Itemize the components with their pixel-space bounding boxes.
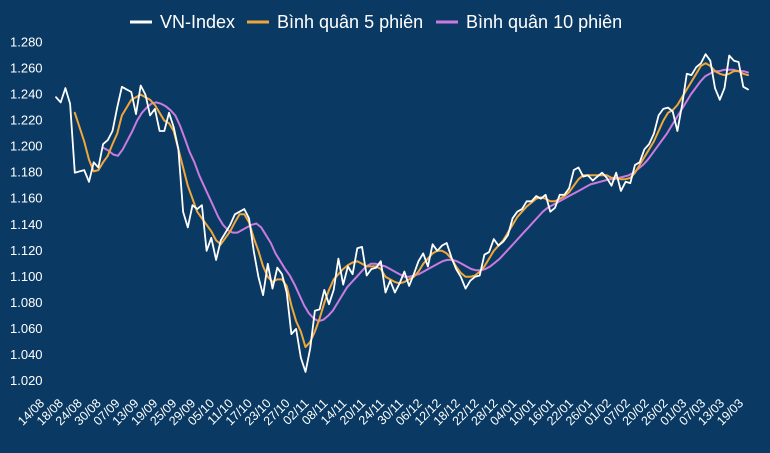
y-tick-label: 1.180 xyxy=(10,165,43,180)
legend-label-vn-index: VN-Index xyxy=(160,12,235,32)
legend: VN-Index Bình quân 5 phiên Bình quân 10 … xyxy=(130,12,622,32)
plot-area xyxy=(55,53,749,373)
y-tick-label: 1.080 xyxy=(10,295,43,310)
legend-item-ma10: Bình quân 10 phiên xyxy=(436,12,622,32)
legend-item-ma5: Bình quân 5 phiên xyxy=(247,12,423,32)
y-tick-label: 1.220 xyxy=(10,113,43,128)
y-tick-label: 1.200 xyxy=(10,139,43,154)
y-tick-label: 1.060 xyxy=(10,321,43,336)
y-tick-label: 1.140 xyxy=(10,217,43,232)
y-tick-label: 1.260 xyxy=(10,61,43,76)
y-tick-label: 1.280 xyxy=(10,35,43,50)
series-line-vn-index xyxy=(55,53,749,373)
series-line-ma10 xyxy=(102,68,749,323)
y-tick-label: 1.120 xyxy=(10,243,43,258)
y-tick-label: 1.160 xyxy=(10,191,43,206)
y-axis: 1.280 1.260 1.240 1.220 1.200 1.180 1.160 1.140… xyxy=(10,35,43,388)
y-tick-label: 1.020 xyxy=(10,373,43,388)
legend-item-vn-index: VN-Index xyxy=(130,12,235,32)
y-tick-label: 1.100 xyxy=(10,269,43,284)
legend-label-ma5: Bình quân 5 phiên xyxy=(277,12,423,32)
y-tick-label: 1.040 xyxy=(10,347,43,362)
legend-label-ma10: Bình quân 10 phiên xyxy=(466,12,622,32)
y-tick-label: 1.240 xyxy=(10,87,43,102)
